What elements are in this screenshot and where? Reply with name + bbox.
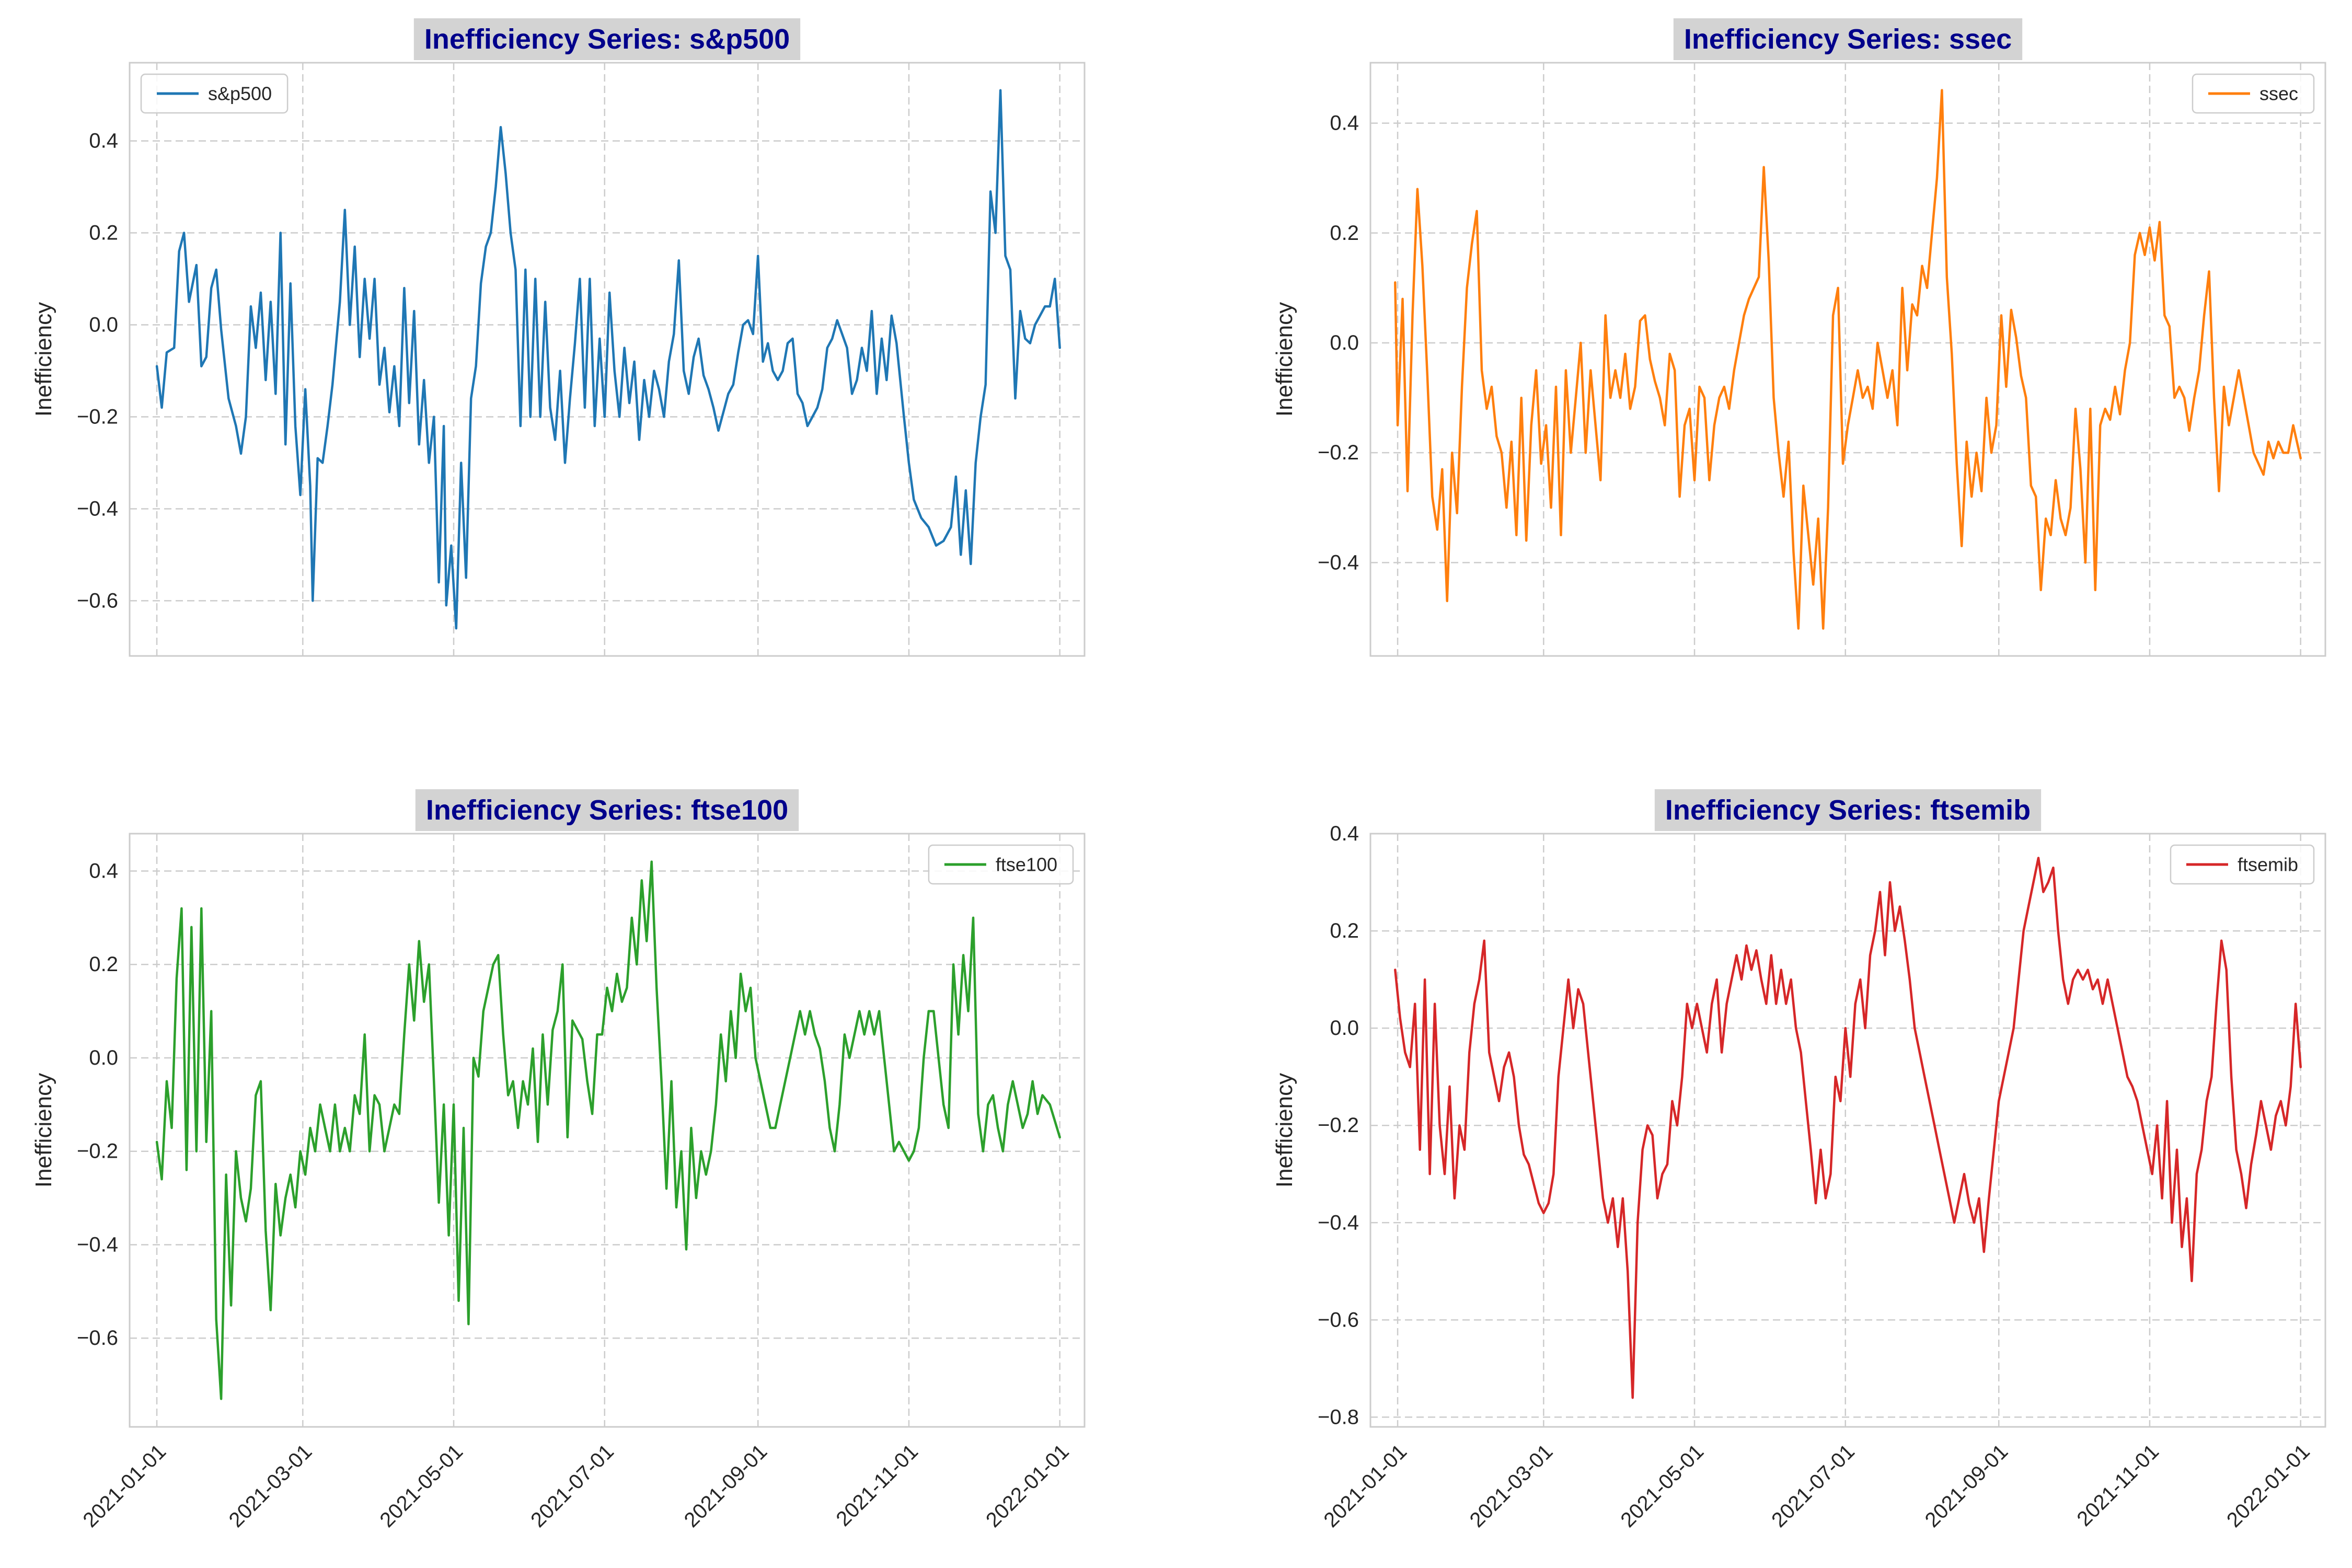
legend-box <box>2192 73 2315 114</box>
series-line-ssec <box>1394 89 2302 630</box>
y-tick-label: 0.4 <box>1330 822 1359 845</box>
y-tick-label: 0.2 <box>89 953 118 976</box>
plot-area <box>130 834 1085 1427</box>
legend-box <box>928 844 1074 885</box>
y-tick-label: −0.4 <box>77 497 118 520</box>
plot-frame <box>129 62 1086 657</box>
plot-frame <box>1369 833 2326 1428</box>
legend: s&p500 <box>140 73 289 114</box>
chart-title-box <box>413 18 801 60</box>
legend-box <box>140 73 289 114</box>
plot-area <box>1370 63 2325 656</box>
y-tick-label: −0.2 <box>1318 1114 1359 1137</box>
legend-label: ftse100 <box>996 854 1057 875</box>
plot-frame <box>1369 62 2326 657</box>
y-tick-label: 0.0 <box>89 1046 118 1069</box>
y-tick-label: −0.2 <box>77 405 118 428</box>
y-tick-label: −0.6 <box>77 589 118 612</box>
y-axis-label: Inefficiency <box>31 302 56 417</box>
legend-label: ssec <box>2259 83 2298 105</box>
plot-area <box>1370 834 2325 1427</box>
y-tick-label: −0.4 <box>1318 1211 1359 1234</box>
y-axis-label: Inefficiency <box>31 1073 56 1187</box>
y-tick-label: 0.0 <box>1330 331 1359 354</box>
chart-title: Inefficiency Series: ftse100 <box>426 794 788 826</box>
legend-label: s&p500 <box>208 83 272 105</box>
y-axis-label: Inefficiency <box>1272 302 1297 417</box>
chart-panel-ssec: −0.4 −0.2 0.0 0.2 0.4 Inefficiency Inefficienc… <box>1272 18 2326 657</box>
y-axis-label: Inefficiency <box>1272 1073 1297 1187</box>
y-tick-label: −0.8 <box>1318 1405 1359 1428</box>
y-tick-label: −0.6 <box>1318 1308 1359 1331</box>
y-tick-label: −0.2 <box>1318 441 1359 464</box>
y-tick-label: 0.0 <box>1330 1017 1359 1040</box>
series-line-sp500 <box>155 89 1061 630</box>
y-tick-label: −0.6 <box>77 1327 118 1350</box>
y-tick-label: 0.0 <box>89 314 118 337</box>
chart-title-box <box>1654 789 2042 831</box>
legend: ftsemib <box>2170 844 2315 885</box>
y-tick-label: 0.4 <box>89 859 118 882</box>
legend-box <box>2170 844 2315 885</box>
y-tick-label: −0.4 <box>1318 551 1359 574</box>
chart-panel-sp500: −0.6 −0.4 −0.2 0.0 0.2 0.4 Inefficiency Ineffic… <box>31 18 1086 657</box>
y-tick-label: 0.4 <box>1330 112 1359 135</box>
series-line-ftsemib <box>1394 857 2302 1399</box>
series-line-ftse100 <box>155 860 1061 1400</box>
y-tick-label: 0.2 <box>89 222 118 245</box>
y-tick-label: −0.2 <box>77 1140 118 1163</box>
chart-title: Inefficiency Series: s&p500 <box>424 24 790 55</box>
chart-title: Inefficiency Series: ssec <box>1684 24 2012 55</box>
chart-title: Inefficiency Series: ftsemib <box>1665 794 2031 826</box>
y-tick-label: 0.2 <box>1330 919 1359 942</box>
legend: ssec <box>2192 73 2315 114</box>
plot-frame <box>129 833 1086 1428</box>
y-tick-label: 0.2 <box>1330 222 1359 245</box>
chart-title-box <box>415 789 799 831</box>
y-tick-label: 0.4 <box>89 130 118 153</box>
chart-title-box <box>1673 18 2023 60</box>
legend-label: ftsemib <box>2238 854 2298 875</box>
legend: ftse100 <box>928 844 1074 885</box>
y-tick-label: −0.4 <box>77 1233 118 1256</box>
